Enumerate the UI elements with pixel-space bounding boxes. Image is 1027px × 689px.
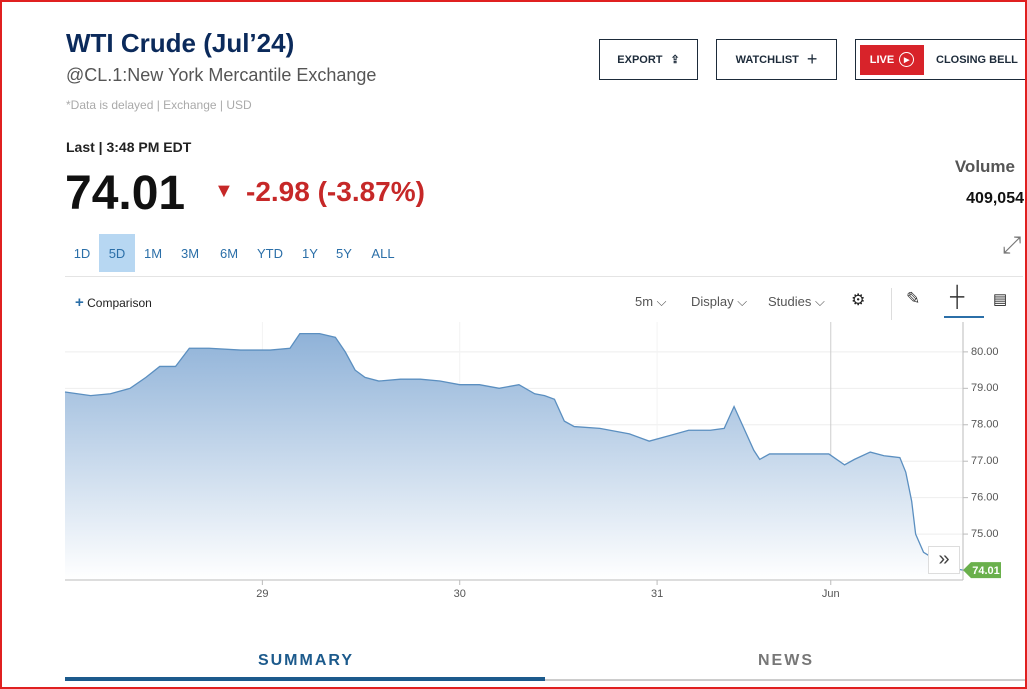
separator [891, 288, 892, 320]
label: 5m [635, 294, 654, 309]
y-tick-label: 78.00 [971, 419, 999, 431]
active-underline [944, 316, 984, 318]
y-tick-label: 79.00 [971, 382, 999, 394]
volume-label: Volume [954, 157, 1015, 176]
range-button[interactable]: 1Y [302, 245, 318, 261]
last-value-tag [963, 562, 1001, 579]
range-button[interactable]: 3M [180, 245, 200, 261]
x-tick-label: Jun [822, 588, 840, 600]
divider [65, 276, 1023, 277]
label: Display [691, 294, 734, 309]
note: *Data is delayed | Exchange | USD [66, 98, 252, 112]
label: Comparison [87, 296, 152, 310]
comparison[interactable]: + Comparison [75, 294, 152, 311]
title: WTI Crude (Jul’24) [66, 28, 295, 58]
tab-underline [65, 677, 545, 681]
comment-icon[interactable]: ▤ [993, 291, 1008, 308]
x-tick-label: 31 [651, 588, 663, 600]
icon: ▶ [899, 52, 915, 67]
range-button[interactable]: 1M [143, 245, 163, 261]
studies[interactable]: Studies ⌵ [768, 294, 825, 309]
x-tick-label: 29 [256, 588, 268, 600]
tab-underline [545, 679, 1025, 681]
y-tick-label: 80.00 [971, 346, 999, 358]
live-button[interactable]: LIVE ▶ CLOSING BELL [855, 39, 1025, 80]
y-tick-label: 76.00 [971, 492, 999, 504]
watchlist-button[interactable]: WATCHLIST + [716, 39, 837, 80]
volume: 409,054 [966, 190, 1024, 207]
interval[interactable]: 5m ⌵ [635, 294, 667, 309]
last-time: Last | 3:48 PM EDT [66, 139, 192, 155]
icon: ⇪ [670, 54, 680, 66]
area [65, 333, 963, 580]
export-button[interactable]: EXPORT ⇪ [599, 39, 698, 80]
tab[interactable]: SUMMARY [257, 652, 355, 669]
display[interactable]: Display ⌵ [691, 294, 748, 309]
draw-icon[interactable]: ✎ [906, 289, 921, 308]
range-button[interactable]: YTD [257, 245, 283, 261]
last-value-label: 74.01 [972, 565, 1000, 577]
expand-icon[interactable]: ⤢ [1002, 232, 1022, 259]
down-arrow: ▼ [214, 180, 234, 202]
range-button[interactable]: ALL [371, 245, 395, 261]
scroll-button[interactable]: » [928, 546, 960, 574]
line [64, 333, 964, 571]
label: EXPORT [617, 53, 663, 66]
range-button[interactable]: 1D [73, 245, 91, 261]
label: LIVE [869, 53, 895, 66]
x-tick-label: 30 [454, 588, 466, 600]
label: CLOSING BELL [936, 53, 1018, 66]
crosshair-icon[interactable]: ┼ [950, 286, 965, 308]
y-tick-label: 77.00 [971, 455, 999, 467]
live-badge: LIVE ▶ [860, 44, 924, 75]
range-button[interactable]: 5Y [336, 245, 352, 261]
label: WATCHLIST [735, 53, 799, 66]
price: 74.01 [65, 167, 186, 220]
tab[interactable]: NEWS [758, 652, 814, 669]
icon: + [806, 49, 818, 69]
change: -2.98 (-3.87%) [246, 176, 425, 207]
y-tick-label: 75.00 [971, 528, 999, 540]
range-button[interactable]: 5D [99, 234, 135, 272]
range-button[interactable]: 6M [219, 245, 239, 261]
label: Studies [768, 294, 812, 309]
subtitle: @CL.1:New York Mercantile Exchange [66, 65, 377, 85]
settings-icon[interactable]: ⚙ [851, 292, 866, 309]
